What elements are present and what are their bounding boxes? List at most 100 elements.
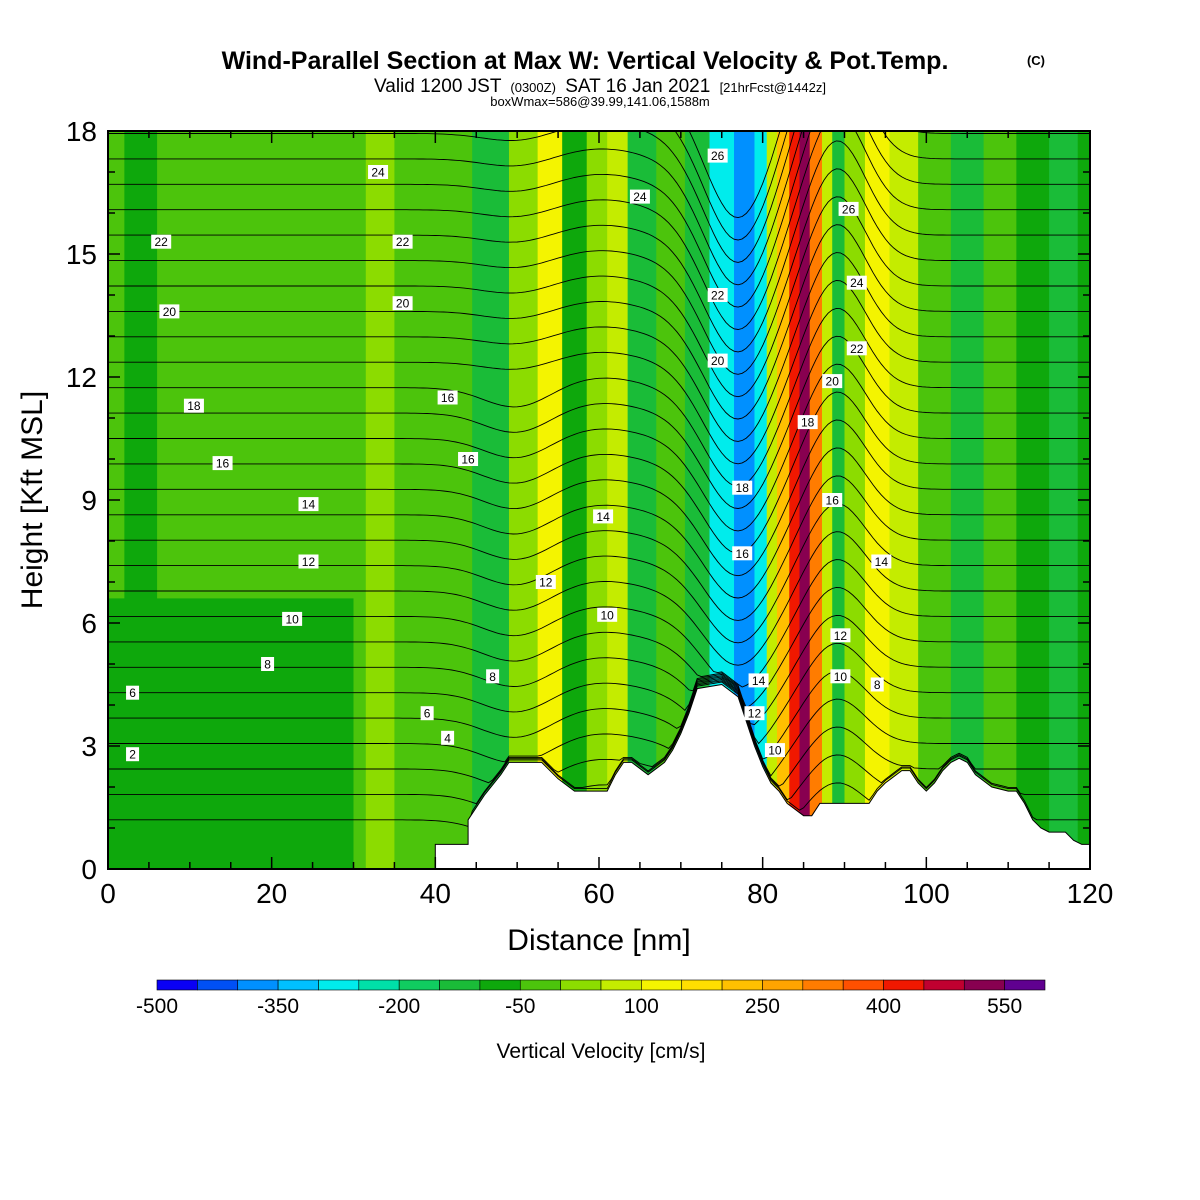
isentrope-label-bg bbox=[830, 669, 851, 684]
isentrope-label: 14 bbox=[875, 555, 889, 569]
colorbar-swatch bbox=[641, 979, 683, 991]
velocity-band bbox=[394, 131, 432, 869]
colorbar-swatch bbox=[721, 979, 763, 991]
velocity-band bbox=[1016, 131, 1050, 869]
isentrope-label: 18 bbox=[801, 416, 815, 430]
isentrope-line bbox=[108, 587, 1090, 709]
isentrope-label: 26 bbox=[842, 202, 856, 216]
axis-ticks bbox=[107, 130, 1091, 870]
isentrope-label-bg bbox=[159, 304, 180, 319]
isentrope-label: 24 bbox=[371, 166, 385, 180]
isentrope-label-bg bbox=[593, 509, 614, 524]
isentrope-label-bg bbox=[458, 452, 479, 466]
box-info: boxWmax=586@39.99,141.06,1588m bbox=[490, 94, 710, 109]
isentrope-label-bg bbox=[629, 189, 650, 204]
colorbar bbox=[156, 979, 1046, 991]
velocity-band bbox=[508, 131, 539, 869]
isentrope-label-bg bbox=[392, 296, 413, 311]
plot-area: 2681012141618202224222016164681210142426… bbox=[108, 131, 1090, 869]
velocity-band bbox=[776, 131, 790, 869]
isentrope-line bbox=[108, 681, 1090, 827]
isentrope-label: 16 bbox=[461, 453, 475, 467]
isentrope-label: 22 bbox=[711, 289, 725, 303]
isentrope-label-bg bbox=[764, 743, 785, 758]
isentrope-line bbox=[108, 559, 1090, 688]
isentrope-line bbox=[108, 642, 1090, 745]
colorbar-swatch bbox=[681, 979, 723, 991]
y-tick-labels: 0 3 6 9 12 15 18 bbox=[66, 116, 97, 885]
colorbar-swatch bbox=[600, 979, 642, 991]
isentrope-label-bg bbox=[707, 353, 728, 368]
isentrope-line bbox=[108, 419, 1090, 577]
isentrope-label-bg bbox=[707, 148, 728, 163]
colorbar-swatch bbox=[237, 979, 279, 991]
colorbar-swatch bbox=[762, 979, 804, 991]
y-tick-label: 9 bbox=[81, 485, 97, 516]
isentrope-label-bg bbox=[126, 685, 140, 700]
copyright-mark: (C) bbox=[1027, 53, 1045, 68]
isentrope-line bbox=[108, 677, 1090, 777]
isentrope-label: 20 bbox=[163, 305, 177, 319]
isentrope-line bbox=[108, 391, 1090, 554]
isentrope-label: 26 bbox=[711, 149, 725, 163]
isentrope-label: 2 bbox=[129, 748, 136, 762]
isentrope-label: 8 bbox=[874, 678, 881, 692]
colorbar-tick-labels: -500 -350 -200 -50 100 250 400 550 bbox=[136, 995, 1022, 1018]
colorbar-swatch bbox=[923, 979, 965, 991]
colorbar-swatch bbox=[479, 979, 521, 991]
isentrope-label: 10 bbox=[285, 612, 299, 626]
colorbar-swatch bbox=[358, 979, 400, 991]
isentrope-label-bg bbox=[748, 673, 769, 688]
isentrope-line bbox=[108, 131, 1090, 308]
colorbar-tick-label: 100 bbox=[624, 995, 659, 1018]
colorbar-swatch bbox=[1004, 979, 1046, 991]
colorbar-tick-label: -50 bbox=[505, 995, 535, 1018]
isentrope-label: 24 bbox=[850, 276, 864, 290]
isentrope-label: 10 bbox=[768, 744, 782, 758]
isentrope-label-bg bbox=[368, 165, 389, 179]
isentrope-label-bg bbox=[597, 607, 618, 622]
isentrope-label: 16 bbox=[826, 494, 840, 508]
isentrope-label-bg bbox=[441, 730, 455, 745]
colorbar-swatch bbox=[883, 979, 925, 991]
colorbar-tick-label: -350 bbox=[257, 995, 299, 1018]
velocity-band bbox=[766, 131, 778, 869]
isentrope-line bbox=[108, 196, 1090, 398]
isentrope-line bbox=[108, 280, 1090, 465]
utc-time: (0300Z) bbox=[510, 80, 556, 95]
x-tick-label: 80 bbox=[747, 878, 778, 909]
isentrope-label: 18 bbox=[736, 481, 750, 495]
isentrope-label-bg bbox=[871, 554, 892, 569]
isentrope-label-bg bbox=[183, 398, 204, 413]
velocity-band bbox=[983, 131, 1017, 869]
valid-time: Valid 1200 JST bbox=[374, 76, 502, 97]
isentrope-label-bg bbox=[486, 669, 500, 684]
isentrope-label-bg bbox=[298, 554, 319, 569]
isentrope-label: 16 bbox=[441, 391, 455, 405]
isentrope-label-bg bbox=[282, 611, 303, 626]
x-tick-label: 20 bbox=[256, 878, 287, 909]
y-tick-label: 12 bbox=[66, 362, 97, 393]
isentrope-label: 10 bbox=[834, 670, 848, 684]
isentrope-line bbox=[108, 363, 1090, 532]
isentrope-line bbox=[108, 335, 1090, 509]
velocity-band bbox=[799, 131, 811, 869]
y-tick-label: 6 bbox=[81, 608, 97, 639]
isentrope-line bbox=[108, 475, 1090, 621]
colorbar-tick-label: -200 bbox=[378, 995, 420, 1018]
colorbar-swatch bbox=[318, 979, 360, 991]
isentrope-line bbox=[108, 680, 1090, 805]
isentrope-label-bg bbox=[830, 628, 851, 643]
isentrope-label: 12 bbox=[748, 707, 762, 721]
low-level-band bbox=[108, 598, 354, 869]
velocity-band bbox=[562, 131, 588, 869]
y-tick-label: 18 bbox=[66, 116, 97, 147]
isentrope-label: 18 bbox=[187, 399, 201, 413]
x-tick-labels: 0 20 40 60 80 100 120 bbox=[100, 878, 1113, 909]
isentrope-label: 22 bbox=[155, 235, 169, 249]
isentrope-line bbox=[108, 307, 1090, 487]
colorbar-swatch bbox=[398, 979, 440, 991]
chart-title: Wind-Parallel Section at Max W: Vertical… bbox=[222, 47, 949, 75]
colorbar-tick-label: 550 bbox=[987, 995, 1022, 1018]
